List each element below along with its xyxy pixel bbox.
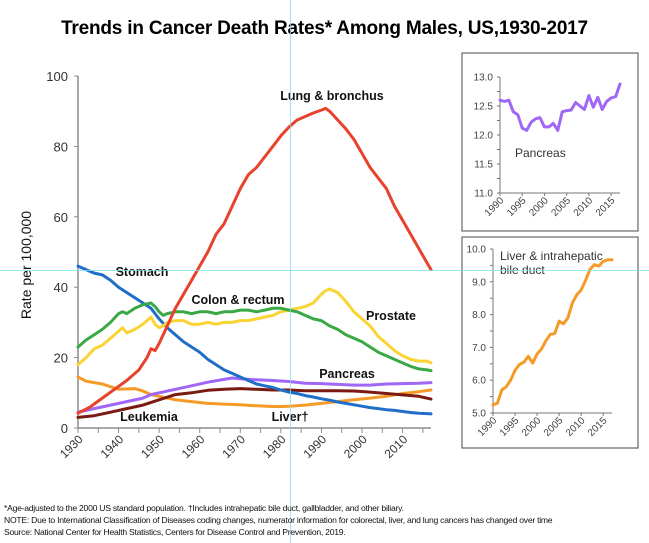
inset-frame bbox=[461, 52, 639, 232]
series-label-colon-rectum: Colon & rectum bbox=[191, 293, 284, 307]
x-tick-label: 2010 bbox=[382, 432, 411, 461]
chart-title: Trends in Cancer Death Rates* Among Male… bbox=[61, 18, 588, 39]
inset-y-tick-label: 11.0 bbox=[474, 189, 493, 200]
inset-y-tick-label: 9.0 bbox=[472, 277, 486, 288]
y-tick-label: 0 bbox=[61, 421, 68, 436]
inset-y-tick-label: 8.0 bbox=[472, 310, 486, 321]
x-tick-label: 2000 bbox=[341, 432, 370, 461]
inset-y-tick-label: 12.0 bbox=[474, 131, 494, 142]
inset-frame bbox=[461, 236, 639, 449]
footnote-source: Source: National Center for Health Stati… bbox=[4, 527, 346, 537]
footnote-age-adjusted: *Age-adjusted to the 2000 US standard po… bbox=[4, 503, 404, 513]
series-label-pancreas: Pancreas bbox=[319, 367, 375, 381]
inset-series-line-liver-intrahepatic-bile-duct bbox=[491, 258, 614, 407]
inset-series-line-pancreas bbox=[498, 82, 622, 132]
y-tick-label: 60 bbox=[54, 210, 68, 225]
x-tick-label: 1990 bbox=[300, 432, 329, 461]
inset-y-tick-label: 13.0 bbox=[474, 73, 494, 84]
x-tick-label: 1940 bbox=[98, 432, 127, 461]
inset-y-tick-label: 6.0 bbox=[472, 376, 486, 387]
y-tick-label: 100 bbox=[46, 69, 68, 84]
y-tick-label: 40 bbox=[54, 280, 68, 295]
inset-label-pancreas: Pancreas bbox=[515, 146, 566, 160]
y-axis-label: Rate per 100,000 bbox=[18, 211, 34, 319]
series-line-colon-rectum bbox=[76, 301, 433, 373]
series-line-pancreas bbox=[76, 376, 433, 414]
series-label-prostate: Prostate bbox=[366, 309, 416, 323]
guide-line-horizontal bbox=[0, 270, 649, 271]
footnote-note: NOTE: Due to International Classificatio… bbox=[4, 515, 553, 525]
inset-y-tick-label: 11.5 bbox=[474, 160, 493, 171]
guide-line-vertical bbox=[290, 0, 291, 543]
x-tick-label: 1980 bbox=[260, 432, 289, 461]
inset-label-liver-line1: Liver & intrahepatic bbox=[500, 249, 603, 263]
main-chart: 0 20 40 60 80 100 1930 1940 1950 1960 1970 1980 1990… bbox=[18, 69, 433, 461]
series-line-leukemia bbox=[76, 387, 433, 419]
series-label-stomach: Stomach bbox=[116, 265, 169, 279]
inset-pancreas: 11.011.512.012.513.019901995200020052010… bbox=[461, 52, 639, 232]
x-tick-label: 1950 bbox=[138, 432, 167, 461]
y-tick-label: 80 bbox=[54, 139, 68, 154]
inset-y-tick-label: 7.0 bbox=[472, 343, 486, 354]
series-line-prostate bbox=[76, 287, 433, 367]
x-tick-label: 1970 bbox=[219, 432, 248, 461]
series-label-lung-bronchus: Lung & bronchus bbox=[280, 89, 384, 103]
inset-y-tick-label: 5.0 bbox=[472, 409, 486, 420]
series-label-leukemia: Leukemia bbox=[120, 410, 179, 424]
series-line-liver bbox=[76, 375, 433, 408]
inset-liver: 5.06.07.08.09.010.0199019952000200520102… bbox=[461, 236, 639, 449]
y-tick-label: 20 bbox=[54, 351, 68, 366]
x-tick-label: 1960 bbox=[179, 432, 208, 461]
x-tick-label: 1930 bbox=[57, 432, 86, 461]
inset-y-tick-label: 10.0 bbox=[467, 245, 487, 256]
inset-y-tick-label: 12.5 bbox=[474, 102, 494, 113]
series-line-stomach bbox=[76, 264, 433, 416]
series-line-lung-bronchus bbox=[76, 106, 433, 415]
